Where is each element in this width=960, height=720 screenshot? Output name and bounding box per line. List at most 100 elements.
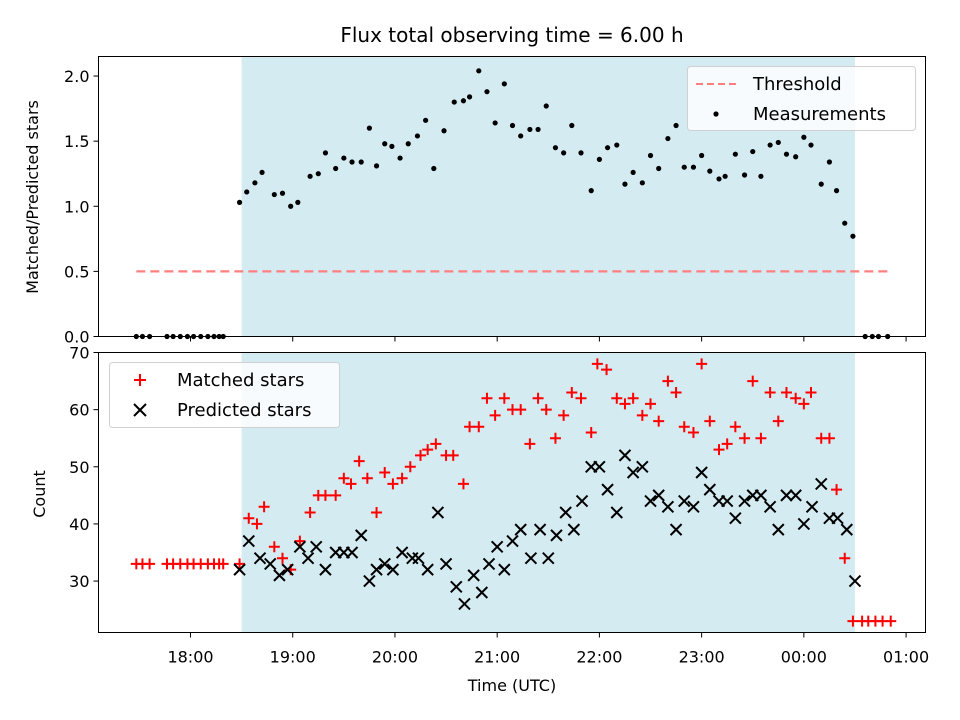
- predicted-star-point: [467, 569, 480, 582]
- predicted-star-point: [386, 563, 400, 576]
- top-panel: 0.00.51.01.52.0 Matched/Predicted stars …: [23, 56, 926, 347]
- predicted-star-point: [506, 534, 519, 548]
- matched-star-point: [473, 421, 485, 433]
- measurement-point: [476, 68, 482, 74]
- bottom-xtick-label: 00:00: [781, 648, 827, 667]
- matched-star-point: [823, 432, 835, 444]
- measurement-point: [341, 155, 347, 161]
- matched-star-point: [678, 421, 690, 433]
- measurement-point: [518, 133, 524, 139]
- measurement-point: [244, 189, 250, 195]
- matched-star-point: [515, 404, 527, 416]
- measurement-point: [397, 155, 403, 161]
- x-axis-label: Time (UTC): [467, 676, 556, 695]
- measurement-point: [501, 81, 507, 87]
- matched-star-point: [498, 392, 510, 404]
- predicted-star-point: [567, 523, 581, 536]
- predicted-star-point: [475, 586, 489, 599]
- matched-star-point: [636, 409, 648, 421]
- measurement-point: [307, 173, 313, 179]
- measurement-point: [716, 176, 722, 182]
- predicted-star-point: [636, 460, 649, 473]
- predicted-star-point: [687, 500, 700, 513]
- predicted-star-point: [458, 597, 471, 611]
- matched-star-point: [798, 398, 810, 410]
- predicted-star-point: [319, 563, 332, 576]
- predicted-star-point: [482, 557, 496, 571]
- measurement-point: [732, 151, 738, 157]
- predicted-star-point: [678, 494, 691, 508]
- predicted-star-point: [618, 449, 632, 462]
- measurement-point: [699, 152, 705, 159]
- predicted-star-point: [669, 523, 683, 536]
- matched-star-point: [653, 415, 665, 427]
- matched-star-point: [243, 512, 255, 524]
- measurement-point: [758, 173, 764, 179]
- predicted-legend-swatch: [133, 403, 147, 417]
- matched-star-point: [662, 375, 674, 387]
- matched-star-point: [234, 558, 246, 570]
- measurement-point: [647, 152, 654, 159]
- measurement-point: [722, 173, 728, 179]
- predicted-star-point: [575, 494, 589, 508]
- matched-star-point: [713, 444, 725, 456]
- matched-star-point: [294, 535, 306, 547]
- predicted-star-point: [498, 563, 511, 576]
- measurement-point: [552, 145, 559, 151]
- measurement-point: [373, 163, 380, 169]
- measurement-point: [588, 188, 594, 194]
- measurement-point: [767, 142, 773, 148]
- matched-star-point: [619, 398, 631, 410]
- measurement-point: [431, 165, 437, 172]
- measurement-point: [569, 122, 575, 129]
- measurement-point: [801, 134, 807, 140]
- measurement-point: [639, 180, 645, 186]
- predicted-star-point: [661, 500, 675, 513]
- measurement-point: [451, 99, 457, 105]
- measurement-point: [509, 122, 516, 129]
- matched-star-point: [217, 558, 229, 570]
- matched-star-point: [422, 444, 434, 456]
- matched-star-point: [144, 558, 156, 570]
- matched-star-point: [319, 489, 331, 501]
- measurement-point: [460, 98, 467, 104]
- top-ytick-label: 1.0: [64, 197, 89, 216]
- matched-star-point: [524, 438, 536, 450]
- predicted-star-point: [412, 552, 425, 565]
- matched-star-point: [396, 472, 408, 484]
- predicted-star-point: [514, 523, 527, 536]
- matched-star-point: [645, 398, 657, 410]
- predicted-star-point: [610, 506, 623, 519]
- matched-star-point: [549, 432, 561, 444]
- predicted-star-point: [355, 529, 368, 542]
- bottom-ylabel: Count: [30, 470, 49, 518]
- measurement-point: [656, 165, 662, 172]
- bottom-y-ticks: 30 40 50 60 70: [69, 344, 99, 591]
- measurement-point: [405, 141, 411, 147]
- top-axes-frame: [98, 56, 926, 337]
- predicted-legend-label: Predicted stars: [177, 400, 311, 421]
- threshold-legend-label: Threshold: [752, 74, 842, 95]
- matched-star-point: [839, 552, 851, 564]
- measurement-point: [484, 89, 490, 95]
- matched-star-point: [687, 427, 699, 438]
- matched-legend-label: Matched stars: [177, 370, 304, 391]
- predicted-stars-points: [233, 449, 862, 611]
- matched-star-point: [330, 489, 342, 501]
- measurements-points: [133, 68, 891, 340]
- bottom-axes-frame: [98, 352, 926, 633]
- measurement-point: [808, 142, 814, 148]
- bottom-xtick-label: 18:00: [167, 648, 213, 667]
- predicted-star-point: [431, 506, 445, 519]
- top-ytick-label: 2.0: [64, 67, 89, 86]
- predicted-star-point: [439, 557, 453, 571]
- measurement-point: [492, 120, 498, 126]
- predicted-star-point: [524, 552, 538, 565]
- predicted-star-point: [780, 489, 793, 502]
- top-ytick-label: 0.0: [64, 328, 89, 347]
- measurement-point: [690, 164, 697, 170]
- matched-star-point: [729, 421, 741, 433]
- matched-star-point: [747, 375, 759, 387]
- predicted-star-point: [703, 483, 717, 496]
- predicted-star-point: [559, 506, 572, 519]
